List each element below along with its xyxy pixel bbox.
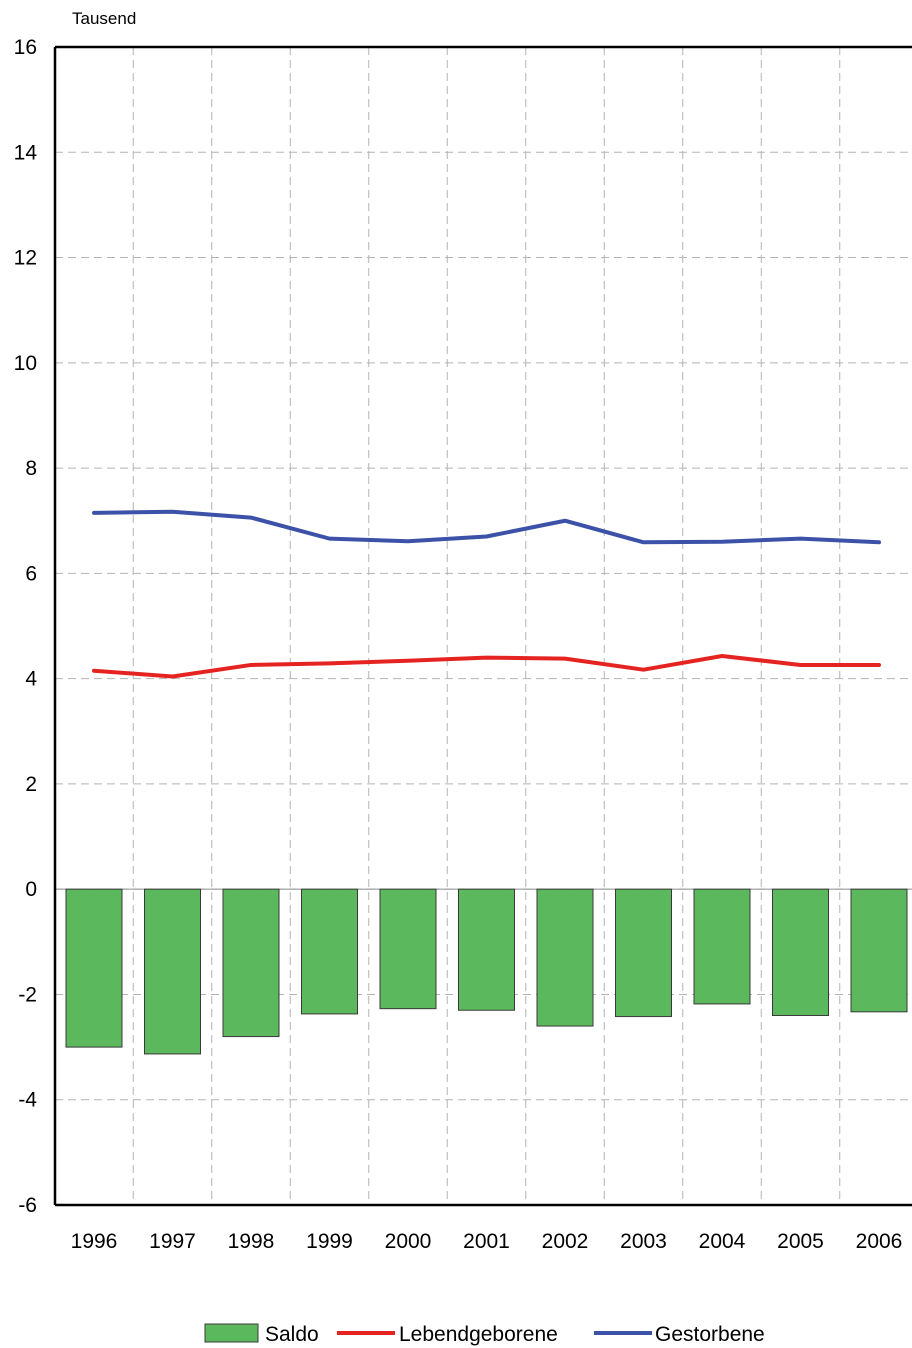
- legend-label-lebendgeborene: Lebendgeborene: [399, 1323, 558, 1346]
- x-tick-label: 1999: [306, 1230, 353, 1253]
- bar-saldo-1998: [222, 888, 280, 1038]
- y-axis-unit-label: Tausend: [72, 9, 136, 28]
- y-tick-label: 4: [25, 668, 37, 691]
- legend-label-saldo: Saldo: [265, 1323, 319, 1346]
- legend-swatch-saldo: [204, 1323, 259, 1343]
- saldo-bars: [65, 888, 908, 1055]
- bar-saldo-2000: [379, 888, 437, 1010]
- line-gestorbene: [92, 509, 881, 545]
- y-tick-labels: 16 14 12 10 8 6 4 2 0 -2 -4 -6: [14, 36, 38, 1217]
- bar-saldo-2005: [772, 888, 829, 1017]
- y-tick-label: -6: [18, 1194, 37, 1217]
- y-tick-label: 10: [14, 352, 37, 375]
- bar-saldo-2006: [850, 888, 908, 1013]
- x-tick-label: 2005: [777, 1230, 824, 1253]
- bar-saldo-1996: [65, 888, 123, 1048]
- bar-saldo-1997: [144, 888, 201, 1055]
- bar-saldo-2001: [458, 888, 515, 1011]
- x-tick-label: 2006: [856, 1230, 903, 1253]
- legend-label-gestorbene: Gestorbene: [655, 1323, 765, 1346]
- y-tick-label: 12: [14, 247, 37, 270]
- y-tick-label: 16: [14, 36, 37, 59]
- bar-saldo-1999: [301, 888, 358, 1015]
- y-tick-label: 8: [25, 457, 37, 480]
- series-lines: [92, 509, 881, 679]
- y-tick-label: 14: [14, 141, 38, 164]
- y-tick-label: 0: [25, 878, 37, 901]
- y-tick-label: 6: [25, 562, 37, 585]
- x-tick-label: 2000: [385, 1230, 432, 1253]
- bar-saldo-2002: [536, 888, 594, 1027]
- grid: [55, 47, 912, 1205]
- x-tick-label: 2001: [463, 1230, 510, 1253]
- x-tick-label: 2002: [542, 1230, 589, 1253]
- x-tick-label: 2004: [699, 1230, 746, 1253]
- line-lebendgeborene: [92, 654, 881, 679]
- x-tick-label: 2003: [620, 1230, 667, 1253]
- axes: [53, 45, 912, 1207]
- bar-saldo-2004: [693, 888, 751, 1005]
- y-tick-label: -2: [18, 983, 37, 1006]
- x-tick-label: 1996: [71, 1230, 118, 1253]
- y-tick-label: 2: [25, 773, 37, 796]
- bar-saldo-2003: [615, 888, 672, 1018]
- x-tick-label: 1997: [149, 1230, 196, 1253]
- legend: Saldo Lebendgeborene Gestorbene: [204, 1323, 765, 1346]
- x-tick-labels: 1996 1997 1998 1999 2000 2001 2002 2003 2004 2005…: [71, 1230, 903, 1253]
- y-tick-label: -4: [18, 1089, 37, 1112]
- x-tick-label: 1998: [228, 1230, 275, 1253]
